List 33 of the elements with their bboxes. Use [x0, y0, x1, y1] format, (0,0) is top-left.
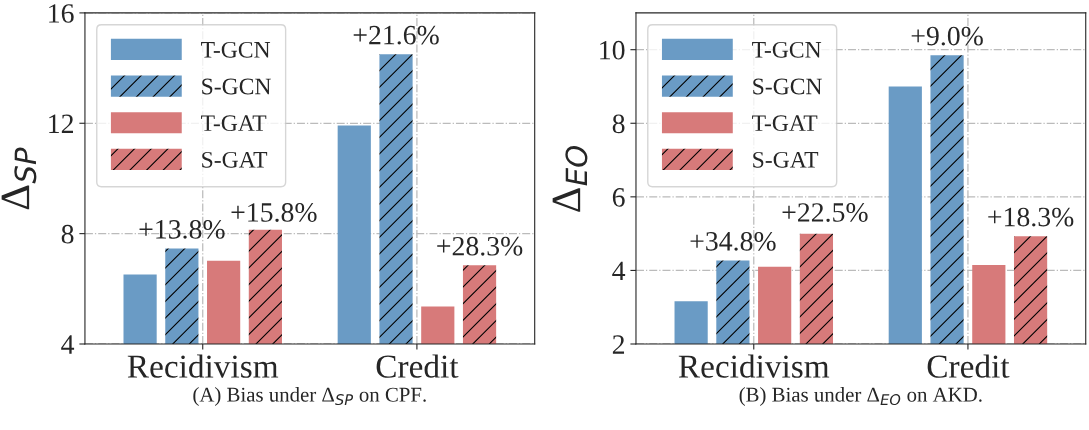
legend-label: S-GCN [202, 78, 271, 95]
y-tick-label: 6 [612, 188, 625, 207]
annotation: +34.8% [690, 231, 776, 251]
y-tick-label: 16 [49, 4, 74, 23]
annotation: +9.0% [911, 26, 983, 46]
legend-label: S-GCN [753, 78, 822, 95]
legend-label: T-GAT [201, 115, 267, 132]
y-tick-label: 4 [61, 335, 75, 354]
y-tick-label: 4 [612, 261, 626, 281]
text: (A) Bias under Δ$_{SP}$ on CPF. [193, 387, 426, 406]
legend-label: T-GAT [752, 115, 818, 132]
x-tick-label: Credit [376, 354, 459, 378]
annotation: +18.3% [988, 207, 1074, 227]
annotation: +15.8% [231, 203, 317, 222]
annotation: +28.3% [437, 236, 523, 256]
y-axis-title: Δ$_{EO}$ [552, 146, 588, 212]
y-tick-label: 8 [61, 224, 74, 244]
x-tick-label: Recidivism [678, 354, 830, 378]
text: (B) Bias under Δ$_{EO}$ on AKD. [739, 387, 982, 406]
y-tick-label: 8 [612, 114, 625, 134]
y-tick-label: 12 [49, 114, 73, 133]
annotation: +21.6% [353, 25, 439, 45]
legend-label: S-GAT [753, 151, 819, 168]
annotation: +22.5% [782, 203, 868, 222]
x-tick-label: Credit [927, 354, 1010, 378]
annotation: +13.8% [139, 219, 225, 239]
y-tick-label: 2 [612, 335, 625, 354]
x-tick-label: Recidivism [127, 354, 279, 378]
y-axis-title: Δ$_{SP}$ [1, 147, 37, 210]
legend-label: T-GCN [201, 41, 271, 58]
y-tick-label: 10 [600, 40, 625, 60]
legend-label: S-GAT [202, 151, 268, 168]
legend-label: T-GCN [752, 41, 822, 58]
